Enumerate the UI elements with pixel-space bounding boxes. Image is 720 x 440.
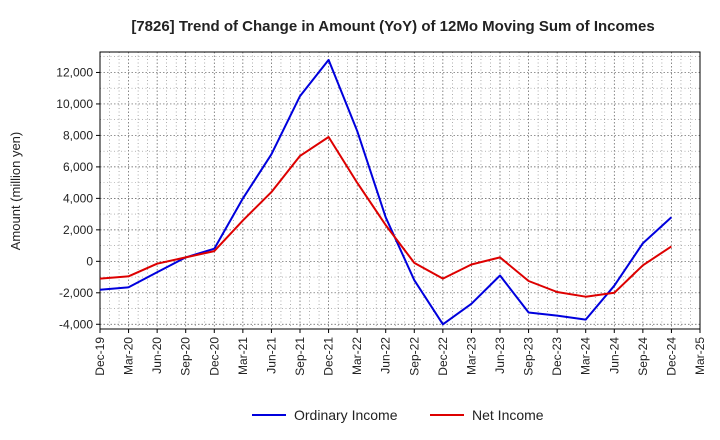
y-tick-label: 12,000 <box>56 65 93 79</box>
legend: Ordinary Income Net Income <box>252 407 544 423</box>
x-tick-label: Sep-20 <box>179 337 193 376</box>
y-tick-label: -4,000 <box>59 317 93 331</box>
x-tick-label: Mar-20 <box>122 337 136 375</box>
y-tick-label: 4,000 <box>63 191 93 205</box>
y-tick-label: 0 <box>86 254 93 268</box>
x-tick-label: Jun-22 <box>379 337 393 374</box>
x-tick-label: Dec-22 <box>436 337 450 376</box>
x-tick-label: Mar-24 <box>579 337 593 375</box>
x-tick-label: Dec-23 <box>550 337 564 376</box>
x-tick-label: Sep-22 <box>407 337 421 376</box>
y-axis-label: Amount (million yen) <box>8 132 23 251</box>
x-tick-label: Dec-20 <box>207 337 221 376</box>
y-tick-label: 2,000 <box>63 223 93 237</box>
series-line-net-income <box>99 136 672 298</box>
x-axis: Dec-19 Mar-20 Jun-20 Sep-20 Dec-20 Mar-21 Jun-… <box>93 329 707 376</box>
legend-label-1: Net Income <box>472 407 544 423</box>
x-tick-label: Mar-23 <box>464 337 478 375</box>
plot-area <box>99 51 701 330</box>
y-tick-label: 8,000 <box>63 128 93 142</box>
x-tick-label: Mar-22 <box>350 337 364 375</box>
x-tick-label: Dec-19 <box>93 337 107 376</box>
x-tick-label: Dec-24 <box>664 337 678 376</box>
legend-label-0: Ordinary Income <box>294 407 398 423</box>
x-tick-label: Jun-21 <box>264 337 278 374</box>
chart-title: [7826] Trend of Change in Amount (YoY) o… <box>131 18 654 35</box>
x-tick-label: Sep-24 <box>636 337 650 376</box>
x-tick-label: Sep-21 <box>293 337 307 376</box>
series <box>99 58 673 326</box>
x-tick-label: Jun-20 <box>150 337 164 374</box>
x-tick-label: Sep-23 <box>522 337 536 376</box>
x-tick-label: Jun-24 <box>607 337 621 374</box>
x-tick-label: Mar-25 <box>693 337 707 375</box>
y-tick-label: 6,000 <box>63 160 93 174</box>
x-tick-label: Jun-23 <box>493 337 507 374</box>
y-axis: -4,000 -2,000 0 2,000 4,000 6,000 8,000 10,000 1… <box>56 65 100 331</box>
x-tick-label: Dec-21 <box>322 337 336 376</box>
y-tick-label: 10,000 <box>56 97 93 111</box>
y-tick-label: -2,000 <box>59 286 93 300</box>
grid <box>99 52 701 329</box>
x-tick-label: Mar-21 <box>236 337 250 375</box>
